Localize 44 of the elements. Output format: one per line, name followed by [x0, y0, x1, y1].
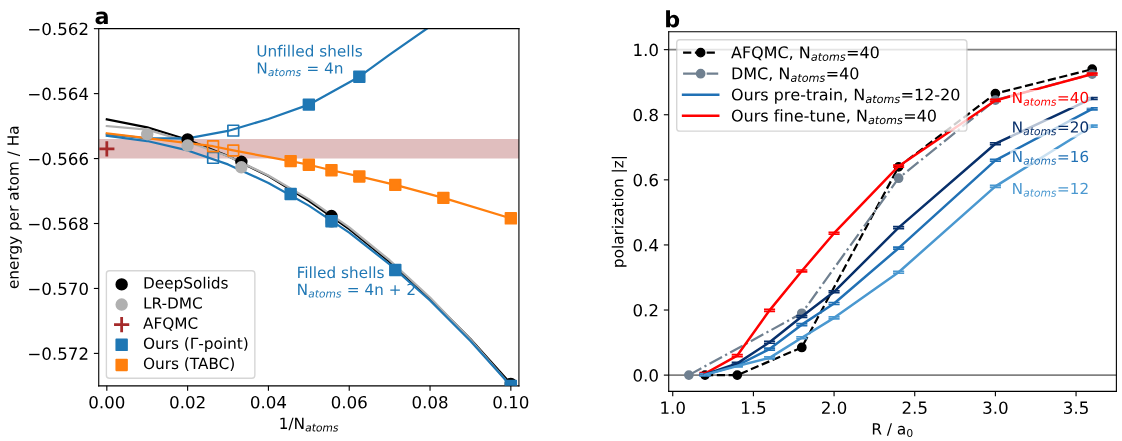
x-tick-label: 3.0 [983, 401, 1008, 415]
legend-label: Ours pre-train, N$_{atoms}$=12-20 [731, 88, 960, 104]
annotation: N$_{atoms}$=12 [1013, 182, 1088, 197]
legend-label: Ours fine-tune, N$_{atoms}$=40 [731, 109, 936, 125]
legend-label: LR-DMC [144, 297, 202, 309]
x-tick-label: 0.04 [250, 395, 287, 409]
annotation: N$_{atoms}$=16 [1013, 150, 1089, 165]
y-tick-label: −0.562 [29, 22, 88, 36]
annotation: Unfilled shells N$_{atoms}$ = 4n [257, 44, 362, 77]
y-axis-title: energy per atom / Ha [7, 126, 22, 289]
y-tick-label: −0.572 [29, 347, 88, 360]
x-tick-label: 0.10 [493, 395, 529, 409]
x-tick-label: 2.0 [822, 401, 847, 415]
y-tick-label: −0.564 [29, 87, 89, 101]
legend-label: AFQMC, N$_{atoms}$=40 [731, 46, 879, 61]
chart-title: a [95, 11, 108, 25]
chart-title: b [666, 10, 680, 28]
annotation: N$_{atoms}$=40 [1013, 91, 1089, 106]
x-tick-label: 0.06 [331, 395, 367, 409]
x-tick-label: 3.5 [1064, 401, 1088, 415]
x-axis-title: 1/N$_{atoms}$ [280, 417, 339, 432]
x-axis-title: R / a$_{0}$ [872, 423, 913, 438]
x-tick-label: 0.00 [89, 395, 125, 409]
y-tick-label: −0.568 [29, 217, 88, 231]
y-axis-title: polarization |z| [611, 157, 627, 267]
x-tick-label: 0.02 [170, 395, 205, 409]
y-tick-label: 1.0 [634, 43, 658, 57]
x-tick-label: 2.5 [902, 401, 927, 415]
legend-label: DeepSolids [144, 276, 228, 292]
legend-label: AFQMC [143, 317, 198, 331]
x-tick-label: 0.08 [412, 395, 448, 409]
annotation: N$_{atoms}$=20 [1013, 121, 1089, 136]
legend-label: Ours (Γ-point) [143, 337, 248, 352]
y-tick-label: −0.570 [29, 282, 88, 296]
y-tick-label: 0.4 [633, 238, 659, 252]
y-tick-label: −0.566 [29, 152, 88, 166]
y-tick-label: 0.8 [633, 108, 658, 122]
y-tick-label: 0.6 [633, 173, 658, 187]
x-tick-label: 1.0 [661, 401, 685, 415]
legend-label: Ours (TABC) [143, 357, 234, 371]
x-tick-label: 1.5 [741, 401, 766, 415]
y-tick-label: 0.2 [633, 303, 658, 317]
legend-label: DMC, N$_{atoms}$=40 [732, 67, 859, 82]
y-tick-label: 0.0 [633, 369, 658, 382]
